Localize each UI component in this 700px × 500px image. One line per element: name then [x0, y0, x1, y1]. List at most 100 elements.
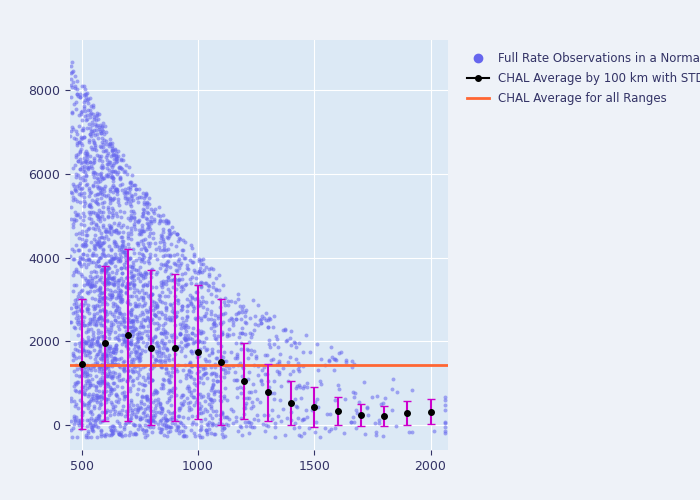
Point [80, 84, 91, 92]
Point [111, 154, 122, 162]
Point [214, 286, 225, 294]
Point [200, 370, 211, 378]
Point [204, 394, 215, 402]
Point [134, 422, 146, 430]
Point [150, 270, 162, 278]
Point [80, 92, 92, 100]
Point [91, 259, 102, 267]
Point [74, 198, 85, 206]
Point [153, 219, 164, 227]
Point [138, 400, 149, 408]
Point [108, 276, 120, 283]
Point [155, 428, 167, 436]
Point [312, 340, 323, 347]
Point [127, 272, 138, 280]
Point [155, 398, 166, 406]
Point [84, 419, 95, 427]
Point [175, 427, 186, 435]
Point [69, 216, 80, 224]
Point [82, 327, 93, 335]
Point [164, 313, 175, 321]
Point [88, 136, 99, 144]
Point [112, 428, 123, 436]
Point [249, 347, 260, 355]
Point [155, 349, 166, 357]
Point [197, 268, 208, 276]
Point [205, 363, 216, 371]
Point [69, 323, 80, 331]
Point [77, 255, 88, 263]
Point [164, 427, 176, 435]
Point [133, 300, 144, 308]
Point [152, 318, 163, 326]
Point [67, 125, 78, 133]
Point [175, 324, 186, 332]
Point [142, 220, 153, 228]
Point [151, 349, 162, 357]
Point [251, 352, 262, 360]
Point [74, 90, 85, 98]
Point [123, 366, 134, 374]
Point [209, 318, 220, 326]
Point [239, 410, 250, 418]
Point [71, 211, 82, 219]
Point [84, 354, 95, 362]
Point [209, 322, 220, 330]
Point [79, 390, 90, 398]
Point [256, 312, 267, 320]
Point [171, 426, 182, 434]
Point [72, 92, 83, 100]
Point [71, 296, 83, 304]
Point [340, 356, 351, 364]
Point [230, 417, 241, 425]
Point [106, 372, 118, 380]
Point [189, 432, 200, 440]
Point [122, 406, 134, 414]
Point [74, 254, 85, 262]
Point [109, 350, 120, 358]
Point [166, 230, 177, 237]
Point [102, 172, 113, 180]
Point [98, 307, 109, 315]
Point [108, 428, 119, 436]
Point [132, 374, 143, 382]
Point [150, 339, 162, 347]
Point [101, 232, 112, 240]
Point [285, 342, 296, 349]
Point [97, 360, 108, 368]
Point [141, 416, 152, 424]
Point [76, 227, 87, 235]
Point [283, 358, 294, 366]
Point [124, 418, 135, 426]
Point [132, 406, 143, 414]
Point [75, 294, 86, 302]
Point [107, 146, 118, 154]
Point [188, 338, 199, 346]
Point [136, 221, 147, 229]
Point [208, 284, 219, 292]
Point [270, 434, 281, 442]
Point [178, 400, 189, 408]
Point [89, 302, 100, 310]
Point [133, 362, 144, 370]
Point [92, 392, 104, 400]
Point [81, 328, 92, 336]
Point [102, 370, 113, 378]
Point [91, 382, 102, 390]
Point [120, 188, 132, 196]
Point [249, 312, 260, 320]
Point [118, 322, 130, 330]
Point [73, 320, 84, 328]
Point [90, 384, 101, 392]
Point [218, 432, 229, 440]
Point [79, 362, 90, 370]
Point [98, 393, 109, 401]
Point [186, 420, 197, 428]
Point [81, 96, 92, 104]
Point [82, 422, 93, 430]
Point [158, 238, 169, 246]
Point [155, 218, 166, 226]
Point [176, 251, 188, 259]
Point [89, 282, 100, 290]
Point [83, 341, 94, 349]
